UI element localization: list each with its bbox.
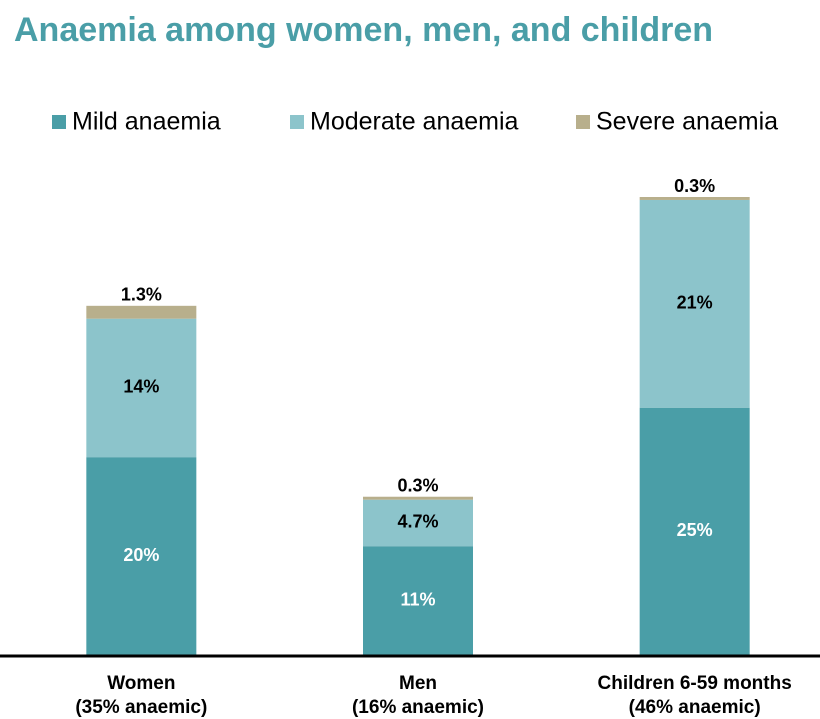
bar-segment: [639, 197, 750, 200]
bar-segment: [86, 318, 197, 458]
data-label: 20%: [123, 545, 159, 565]
bar-segment: [86, 305, 197, 319]
data-label: 4.7%: [397, 512, 438, 532]
data-label: 25%: [677, 520, 713, 540]
x-tick-label: (35% anaemic): [75, 697, 207, 718]
legend-swatch: [576, 115, 590, 129]
x-tick-label: Children 6-59 months: [598, 673, 792, 694]
chart-title: Anaemia among women, men, and children: [14, 11, 713, 49]
data-label: 0.3%: [397, 475, 438, 495]
legend-label: Moderate anaemia: [310, 108, 519, 136]
bar-segment: [363, 546, 473, 655]
data-label: 11%: [400, 589, 435, 609]
bar-segment: [639, 199, 750, 408]
data-label: 21%: [677, 293, 713, 313]
bar-segment: [639, 407, 750, 655]
legend-swatch: [52, 115, 66, 129]
legend-label: Severe anaemia: [596, 108, 778, 136]
data-label: 0.3%: [674, 176, 715, 196]
data-label: 1.3%: [121, 285, 162, 305]
legend-label: Mild anaemia: [72, 108, 221, 136]
legend-swatch: [290, 115, 304, 129]
bar-segment: [363, 499, 473, 547]
data-label: 14%: [123, 377, 159, 397]
x-tick-label: (46% anaemic): [629, 697, 761, 718]
x-tick-label: Men: [399, 673, 437, 694]
x-tick-label: Women: [107, 673, 175, 694]
bar-segment: [86, 457, 197, 655]
bar-segment: [363, 496, 473, 500]
x-tick-label: (16% anaemic): [352, 697, 484, 718]
